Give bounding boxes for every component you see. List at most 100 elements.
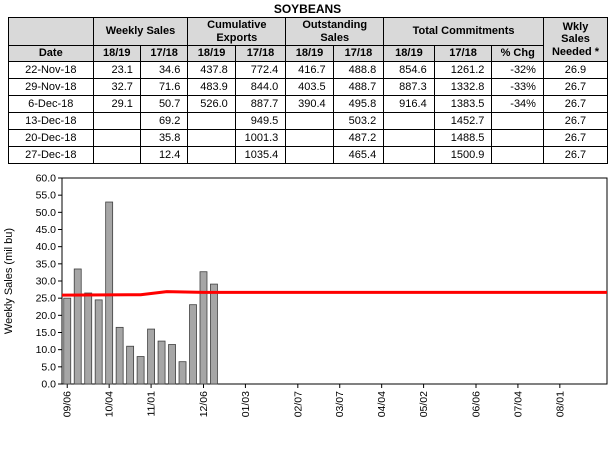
value-cell	[285, 128, 334, 147]
value-cell	[285, 111, 334, 130]
corner-cell	[8, 16, 94, 47]
value-cell: 34.6	[139, 60, 189, 79]
svg-text:09/06: 09/06	[62, 391, 74, 417]
svg-text:08/01: 08/01	[554, 391, 566, 417]
bar	[147, 328, 155, 385]
y-axis: 0.0 5.0 10.0 15.0 20.0 25.0 30.0 35.0 40.0 45.0 50…	[36, 172, 62, 390]
value-cell: 1035.4	[234, 145, 287, 164]
value-cell: 69.2	[139, 111, 189, 130]
bar	[136, 356, 145, 385]
date-cell: 6-Dec-18	[8, 94, 94, 113]
col-header-1718: 17/18	[332, 45, 385, 62]
value-cell	[383, 111, 435, 130]
svg-text:10/04: 10/04	[104, 391, 116, 417]
value-cell: 35.8	[139, 128, 189, 147]
group-header-row: Weekly Sales Cumulative Exports Outstand…	[8, 16, 609, 62]
value-cell: 390.4	[285, 94, 334, 113]
value-cell	[187, 145, 236, 164]
bar	[73, 268, 82, 385]
value-cell: 487.2	[332, 128, 385, 147]
value-cell: 50.7	[139, 94, 189, 113]
y-axis-label: Weekly Sales (mil bu)	[3, 227, 15, 335]
value-cell: 1261.2	[433, 60, 493, 79]
col-header-1718: 17/18	[139, 45, 189, 62]
date-cell: 27-Dec-18	[8, 145, 94, 164]
value-cell: 1500.9	[433, 145, 493, 164]
value-cell: 1001.3	[234, 128, 287, 147]
value-cell: 503.2	[332, 111, 385, 130]
sales-table: Weekly Sales Cumulative Exports Outstand…	[8, 16, 609, 164]
table-row: 29-Nov-18 32.7 71.6 483.9 844.0 403.5 488.7 887…	[8, 77, 609, 96]
value-cell: 495.8	[332, 94, 385, 113]
value-cell	[92, 145, 141, 164]
value-cell	[92, 128, 141, 147]
value-cell: 1452.7	[433, 111, 493, 130]
value-cell: 437.8	[187, 60, 236, 79]
sub-header-row: Date 18/19 17/18 18/19 17/18 18/19 17/18…	[8, 45, 608, 62]
value-cell: 887.3	[383, 77, 435, 96]
table-row: 20-Dec-18 35.8 1001.3 487.2 1488.5 26.7	[8, 128, 609, 147]
svg-text:02/07: 02/07	[292, 391, 304, 417]
value-cell: 32.7	[92, 77, 141, 96]
value-cell: 1488.5	[433, 128, 493, 147]
value-cell: 949.5	[234, 111, 287, 130]
group-cumulative-exports: Cumulative Exports	[187, 16, 287, 47]
x-axis: 09/06 10/04 11/01 12/06 01/03 02/07 03/07 04/04…	[62, 383, 566, 417]
date-cell: 13-Dec-18	[8, 111, 94, 130]
value-cell: 1332.8	[433, 77, 493, 96]
svg-text:60.0: 60.0	[36, 172, 57, 184]
value-cell: -33%	[491, 77, 544, 96]
col-header-1819: 18/19	[92, 45, 141, 62]
bar	[210, 283, 218, 385]
wkly-sales-needed-line	[61, 290, 607, 297]
bar	[157, 340, 166, 385]
value-cell: 26.7	[542, 111, 609, 130]
svg-text:05/02: 05/02	[418, 391, 430, 417]
svg-text:06/06: 06/06	[470, 391, 482, 417]
value-cell: 26.7	[542, 77, 609, 96]
col-header-1819: 18/19	[285, 45, 334, 62]
value-cell	[285, 145, 334, 164]
value-cell: 26.7	[542, 128, 609, 147]
col-header-1819: 18/19	[383, 45, 435, 62]
value-cell	[491, 145, 544, 164]
bar	[63, 297, 72, 385]
svg-text:35.0: 35.0	[36, 258, 57, 270]
table-row: 27-Dec-18 12.4 1035.4 465.4 1500.9 26.7	[8, 145, 609, 164]
value-cell: 26.7	[542, 94, 609, 113]
value-cell: -32%	[491, 60, 544, 79]
chart-canvas: 0.0 5.0 10.0 15.0 20.0 25.0 30.0 35.0 40.0 45.0 50…	[36, 172, 608, 417]
bar	[105, 201, 114, 385]
col-header-pct-chg: % Chg	[491, 45, 544, 62]
col-header-1718: 17/18	[433, 45, 493, 62]
svg-text:11/01: 11/01	[146, 391, 158, 417]
value-cell: 26.7	[542, 145, 609, 164]
value-cell: 23.1	[92, 60, 141, 79]
value-cell: 488.7	[332, 77, 385, 96]
table-row: 6-Dec-18 29.1 50.7 526.0 887.7 390.4 495.8 916.…	[8, 94, 609, 113]
bar	[178, 361, 187, 385]
table-row: 22-Nov-18 23.1 34.6 437.8 772.4 416.7 488.8 854…	[8, 60, 609, 79]
value-cell: 12.4	[139, 145, 189, 164]
group-outstanding-sales: Outstanding Sales	[285, 16, 385, 47]
value-cell	[491, 128, 544, 147]
value-cell: 526.0	[187, 94, 236, 113]
value-cell: 854.6	[383, 60, 435, 79]
value-cell	[383, 128, 435, 147]
col-header-1819: 18/19	[187, 45, 236, 62]
bar	[168, 344, 176, 385]
col-header-1718: 17/18	[234, 45, 287, 62]
value-cell	[491, 111, 544, 130]
value-cell: 71.6	[139, 77, 189, 96]
value-cell	[187, 111, 236, 130]
svg-text:0.0: 0.0	[41, 378, 56, 390]
value-cell: 1383.5	[433, 94, 493, 113]
bar	[94, 299, 103, 385]
date-cell: 29-Nov-18	[8, 77, 94, 96]
weekly-sales-bars	[63, 201, 218, 385]
svg-text:30.0: 30.0	[36, 275, 57, 287]
value-cell: 772.4	[234, 60, 287, 79]
svg-text:5.0: 5.0	[41, 361, 56, 373]
value-cell: 26.9	[542, 60, 609, 79]
